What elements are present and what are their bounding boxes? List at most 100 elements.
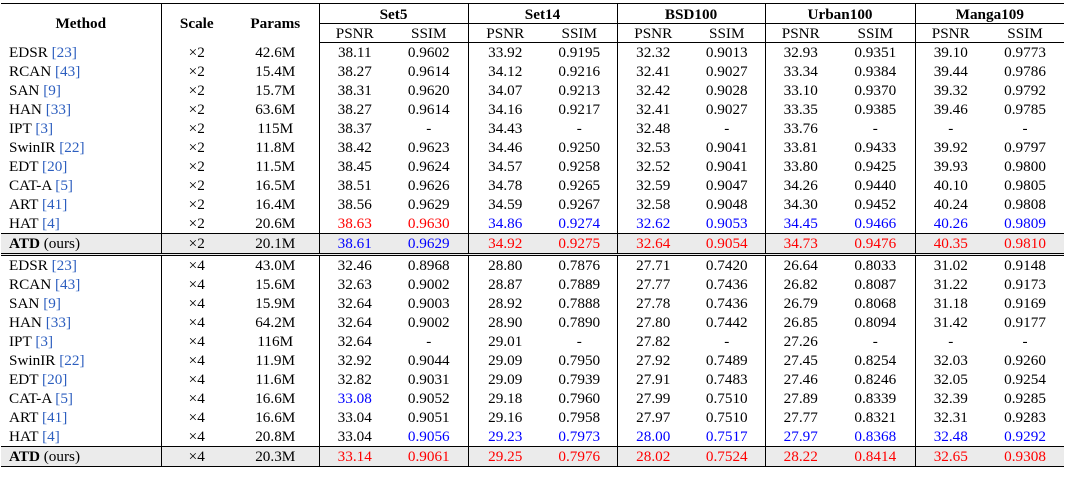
ssim-cell: 0.7524 [689, 446, 766, 467]
ssim-cell: 0.9602 [390, 42, 469, 62]
psnr-cell: 32.65 [915, 446, 987, 467]
ssim-cell: 0.9797 [1004, 139, 1046, 156]
ssim-cell: 0.9216 [542, 62, 618, 81]
ssim-cell: 0.9031 [390, 370, 469, 389]
psnr-cell: 32.05 [933, 371, 968, 388]
psnr-cell: - [948, 120, 954, 137]
table-row: HAN [33] ×4 64.2M 32.64 0.9002 28.90 0.7890 27.… [1, 313, 1064, 332]
psnr-cell: 38.56 [337, 196, 372, 213]
ssim-cell: 0.9041 [689, 138, 766, 157]
ssim-cell: 0.9213 [542, 81, 618, 100]
scale-cell: ×4 [188, 390, 205, 407]
scale-cell: ×2 [188, 43, 205, 61]
ssim-cell: 0.7510 [689, 408, 766, 427]
table-row: EDT [20] ×4 11.6M 32.82 0.9031 29.09 0.7939 27.… [1, 370, 1064, 389]
method-cell: EDT [20] [1, 370, 162, 389]
ssim-cell: 0.8968 [390, 253, 469, 275]
ssim-cell: 0.7489 [689, 351, 766, 370]
psnr-cell: 34.57 [488, 158, 523, 175]
psnr-cell: 34.16 [488, 101, 523, 118]
psnr-cell: 34.45 [783, 215, 818, 232]
psnr-cell: 28.00 [636, 428, 671, 445]
params-cell: 15.9M [232, 294, 320, 313]
ssim-subheader: SSIM [542, 23, 618, 43]
ssim-cell: 0.7950 [542, 351, 618, 370]
ssim-cell: 0.7958 [542, 408, 618, 427]
method-cell: EDT [20] [1, 157, 162, 176]
ssim-cell: 0.9275 [542, 233, 618, 255]
table-header: Method Scale Params Set5 Set14 BSD100 Ur… [1, 3, 1065, 43]
ssim-cell: 0.9274 [542, 214, 618, 234]
ssim-cell: 0.9265 [542, 176, 618, 195]
method-name: EDT [9, 371, 39, 388]
ours-label: (ours) [43, 448, 81, 465]
psnr-cell: 32.92 [337, 352, 372, 369]
psnr-cell: 28.02 [617, 446, 689, 467]
psnr-cell: 34.78 [488, 177, 523, 194]
dataset-header-manga109: Manga109 [915, 3, 1065, 24]
psnr-cell: 34.07 [488, 82, 523, 99]
ssim-cell: 0.9195 [542, 42, 618, 62]
params-header: Params [232, 3, 320, 43]
ssim-cell: - [689, 332, 766, 351]
psnr-cell: 40.35 [915, 233, 987, 255]
ssim-cell: - [542, 332, 618, 351]
table-row: HAT [4] ×4 20.8M 33.04 0.9056 29.23 0.7973 28.0… [1, 427, 1064, 447]
ssim-cell: 0.9624 [390, 157, 469, 176]
table-row: RCAN [43] ×4 15.6M 32.63 0.9002 28.87 0.7889 27… [1, 275, 1064, 294]
ssim-subheader: SSIM [390, 23, 469, 43]
method-cell: HAN [33] [1, 100, 162, 119]
psnr-cell: 28.87 [488, 276, 523, 293]
method-cell: SwinIR [22] [1, 351, 162, 370]
psnr-cell: 33.34 [783, 63, 818, 80]
ssim-cell: 0.9177 [1004, 314, 1046, 331]
ssim-cell: 0.8339 [836, 389, 916, 408]
dataset-header-urban100: Urban100 [765, 3, 916, 24]
params-cell: 16.6M [232, 389, 320, 408]
psnr-cell: 27.77 [783, 409, 818, 426]
ssim-cell: 0.9773 [1004, 44, 1046, 61]
params-cell: 11.8M [232, 138, 320, 157]
ssim-cell: 0.7889 [542, 275, 618, 294]
table-row: ART [41] ×2 16.4M 38.56 0.9629 34.59 0.9267 32.… [1, 195, 1064, 214]
ssim-cell: - [542, 119, 618, 138]
params-cell: 43.0M [232, 253, 320, 275]
ssim-cell: 0.7876 [542, 253, 618, 275]
ssim-cell: 0.9003 [390, 294, 469, 313]
scale-cell: ×2 [188, 63, 205, 80]
psnr-cell: 33.04 [337, 428, 372, 445]
psnr-cell: 32.63 [337, 276, 372, 293]
scale-cell: ×2 [188, 82, 205, 99]
ssim-cell: 0.9292 [1004, 428, 1046, 445]
method-cell: ATD (ours) [1, 233, 162, 255]
psnr-cell: 27.45 [783, 352, 818, 369]
ssim-cell: - [836, 119, 916, 138]
psnr-cell: 31.22 [933, 276, 968, 293]
psnr-cell: 32.52 [636, 158, 671, 175]
psnr-cell: 27.91 [636, 371, 671, 388]
table-row: HAN [33] ×2 63.6M 38.27 0.9614 34.16 0.9217 32.… [1, 100, 1064, 119]
ssim-cell: - [390, 119, 469, 138]
method-name: ATD [9, 235, 40, 252]
psnr-cell: 34.30 [783, 196, 818, 213]
ssim-cell: 0.9169 [1004, 295, 1046, 312]
method-name: CAT-A [9, 390, 52, 407]
psnr-cell: 29.18 [488, 390, 523, 407]
scale-cell: ×4 [188, 276, 205, 293]
table-row: CAT-A [5] ×4 16.6M 33.08 0.9052 29.18 0.7960 27… [1, 389, 1064, 408]
method-name: HAT [9, 215, 39, 232]
psnr-cell: 29.16 [488, 409, 523, 426]
ssim-cell: 0.9048 [689, 195, 766, 214]
psnr-cell: 27.46 [783, 371, 818, 388]
method-cell: ART [41] [1, 408, 162, 427]
ssim-cell: 0.9452 [836, 195, 916, 214]
method-cell: ART [41] [1, 195, 162, 214]
psnr-cell: 33.80 [783, 158, 818, 175]
psnr-cell: - [948, 333, 954, 350]
params-cell: 16.6M [232, 408, 320, 427]
method-name: IPT [9, 333, 32, 350]
psnr-cell: 32.39 [933, 390, 968, 407]
psnr-cell: 33.35 [783, 101, 818, 118]
psnr-cell: 39.44 [933, 63, 968, 80]
ssim-cell: 0.8094 [836, 313, 916, 332]
